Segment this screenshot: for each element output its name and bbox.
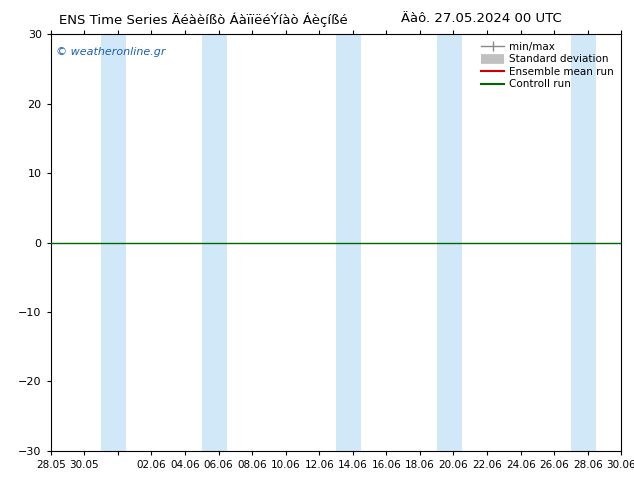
Legend: min/max, Standard deviation, Ensemble mean run, Controll run: min/max, Standard deviation, Ensemble me… [479, 40, 616, 92]
Bar [101, 34, 126, 451]
Bar [336, 34, 361, 451]
Bar [202, 34, 227, 451]
Text: ENS Time Series Äéàèíßò ÁàïïëéÝíàò Áèçíßé: ENS Time Series Äéàèíßò ÁàïïëéÝíàò Áèçíß… [58, 12, 347, 27]
Bar [437, 34, 462, 451]
Text: © weatheronline.gr: © weatheronline.gr [56, 47, 166, 57]
Text: Äàô. 27.05.2024 00 UTC: Äàô. 27.05.2024 00 UTC [401, 12, 562, 25]
Bar [571, 34, 596, 451]
